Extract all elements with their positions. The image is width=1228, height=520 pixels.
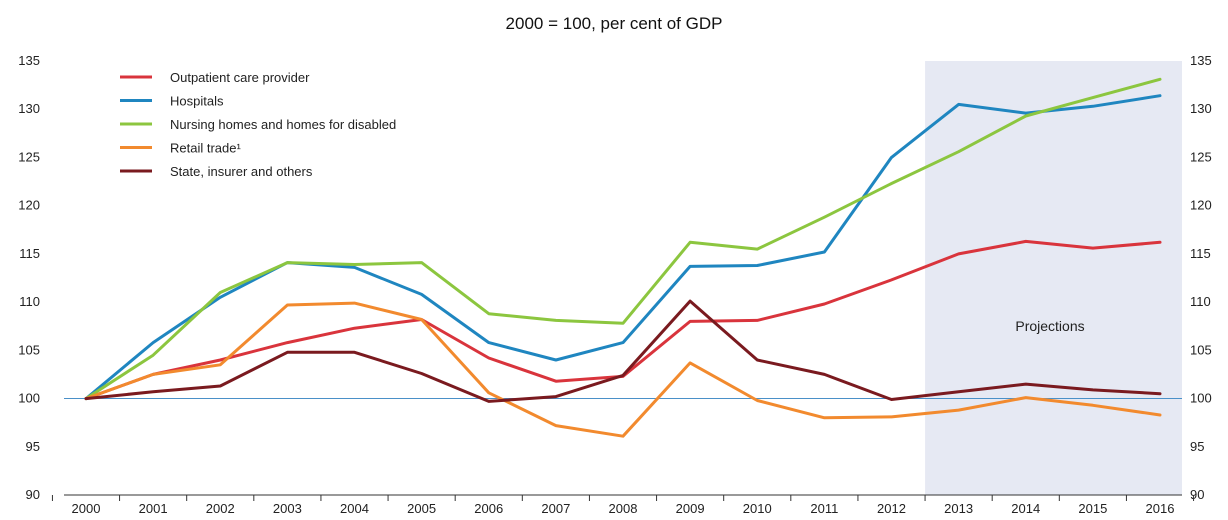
series-line-5 xyxy=(84,299,1162,403)
x-tick-label: 2003 xyxy=(273,501,302,516)
legend-label-4: Retail trade¹ xyxy=(170,141,241,156)
x-tick-label: 2006 xyxy=(474,501,503,516)
x-tick-label: 2014 xyxy=(1011,501,1040,516)
y-tick-label-left: 125 xyxy=(18,149,40,164)
x-tick-label: 2012 xyxy=(877,501,906,516)
x-tick-label: 2004 xyxy=(340,501,369,516)
x-tick-label: 2005 xyxy=(407,501,436,516)
legend-label-3: Nursing homes and homes for disabled xyxy=(170,117,396,132)
y-tick-label-left: 120 xyxy=(18,198,40,213)
y-tick-label-right: 95 xyxy=(1190,439,1204,454)
y-tick-label-right: 105 xyxy=(1190,342,1212,357)
x-tick-label: 2010 xyxy=(743,501,772,516)
y-tick-label-left: 105 xyxy=(18,342,40,357)
x-tick-label: 2009 xyxy=(676,501,705,516)
legend-label-1: Outpatient care provider xyxy=(170,70,310,85)
x-tick-label: 2001 xyxy=(139,501,168,516)
projections-region xyxy=(925,61,1182,495)
y-tick-label-right: 100 xyxy=(1190,391,1212,406)
x-tick-label: 2008 xyxy=(609,501,638,516)
legend-label-2: Hospitals xyxy=(170,94,224,109)
x-tick-label: 2011 xyxy=(810,501,838,516)
x-tick-label: 2013 xyxy=(944,501,973,516)
series-line-4 xyxy=(84,301,1162,438)
y-tick-label-right: 135 xyxy=(1190,53,1212,68)
series-line-3 xyxy=(84,77,1162,401)
y-tick-label-left: 95 xyxy=(26,439,40,454)
x-tick-label: 2007 xyxy=(541,501,570,516)
chart-title: 2000 = 100, per cent of GDP xyxy=(505,14,723,33)
y-tick-label-right: 130 xyxy=(1190,101,1212,116)
y-tick-label-left: 90 xyxy=(26,487,40,502)
y-tick-label-left: 130 xyxy=(18,101,40,116)
y-tick-label-left: 135 xyxy=(18,53,40,68)
y-tick-label-right: 115 xyxy=(1190,246,1211,261)
y-tick-label-left: 110 xyxy=(19,294,40,309)
y-tick-label-right: 90 xyxy=(1190,487,1204,502)
x-tick-label: 2002 xyxy=(206,501,235,516)
y-tick-label-left: 115 xyxy=(19,246,40,261)
y-tick-label-right: 120 xyxy=(1190,198,1212,213)
x-tick-label: 2000 xyxy=(72,501,101,516)
y-tick-label-left: 100 xyxy=(18,391,40,406)
x-tick-label: 2016 xyxy=(1146,501,1175,516)
projections-label: Projections xyxy=(1015,318,1084,334)
y-tick-label-right: 110 xyxy=(1190,294,1211,309)
y-tick-label-right: 125 xyxy=(1190,149,1212,164)
legend-label-5: State, insurer and others xyxy=(170,164,313,179)
x-tick-label: 2015 xyxy=(1078,501,1107,516)
